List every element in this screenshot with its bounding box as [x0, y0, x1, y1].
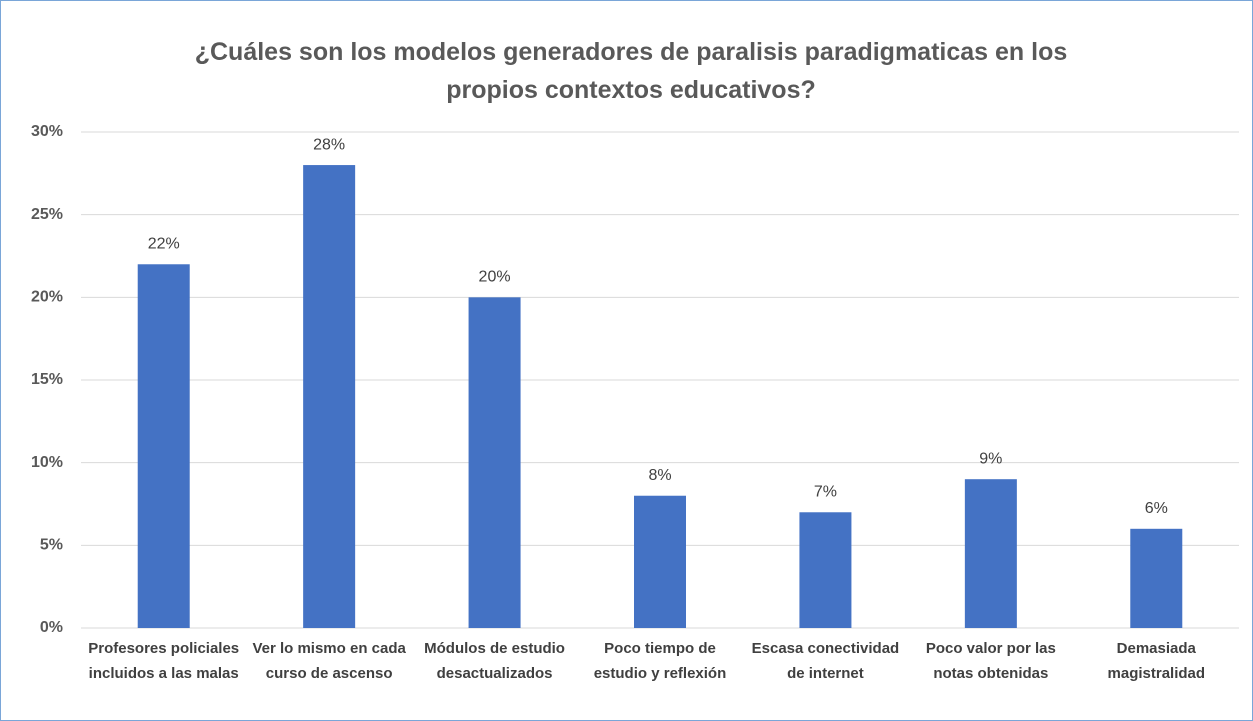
x-tick-label: Módulos de estudio desactualizados	[424, 640, 565, 682]
data-label: 22%	[148, 235, 180, 252]
x-tick-label: Poco valor por las notas obtenidas	[925, 640, 1056, 682]
data-label: 6%	[1145, 500, 1168, 517]
data-label: 7%	[814, 483, 837, 500]
x-tick-label: Poco tiempo de estudio y reflexión	[593, 640, 727, 682]
y-tick-label: 20%	[31, 289, 63, 306]
bar	[634, 495, 686, 628]
x-tick-label: Escasa conectividad de internet	[751, 640, 900, 682]
bar	[468, 297, 521, 628]
y-tick-label: 5%	[40, 537, 63, 554]
data-label: 28%	[313, 136, 345, 153]
bar	[799, 512, 852, 628]
x-tick-label: Profesores policiales incluidos a las ma…	[88, 640, 240, 682]
bar	[303, 165, 356, 629]
y-tick-label: 25%	[31, 206, 63, 223]
x-tick-label: Ver lo mismo en cada curso de ascenso	[252, 640, 406, 682]
x-tick-label: Demasiada magistralidad	[1107, 640, 1206, 682]
y-tick-label: 15%	[31, 371, 63, 388]
bar	[964, 479, 1017, 628]
data-label: 8%	[648, 467, 671, 484]
y-tick-label: 10%	[31, 454, 63, 471]
y-tick-label: 0%	[40, 619, 63, 636]
bar	[137, 264, 190, 628]
chart-title: ¿Cuáles son los modelos generadores de p…	[194, 38, 1068, 104]
bar	[1130, 528, 1183, 628]
y-tick-label: 30%	[31, 123, 63, 140]
data-label: 9%	[979, 450, 1002, 467]
data-label: 20%	[479, 269, 511, 286]
